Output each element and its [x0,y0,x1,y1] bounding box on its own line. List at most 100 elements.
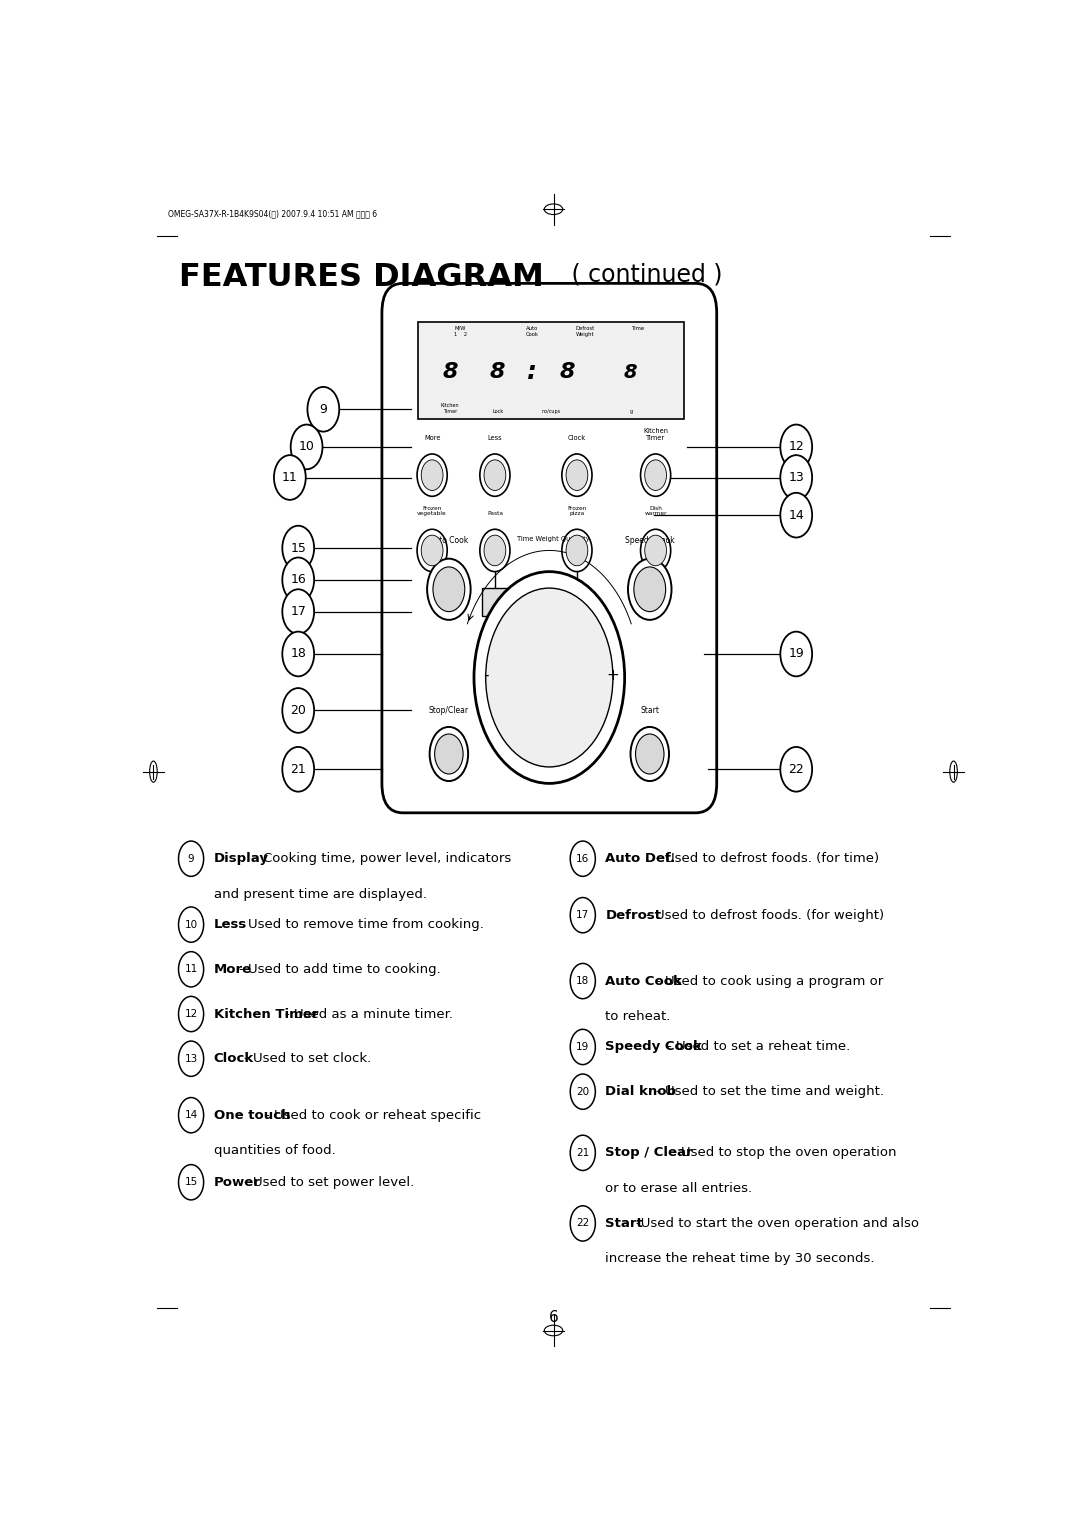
Circle shape [433,567,464,611]
Text: no/cups: no/cups [541,410,561,414]
Text: - Used to add time to cooking.: - Used to add time to cooking. [239,963,441,976]
Circle shape [417,529,447,571]
Text: 10: 10 [299,440,314,454]
FancyBboxPatch shape [382,283,717,813]
Text: Clock: Clock [214,1053,254,1065]
Text: 19: 19 [576,1042,590,1051]
Text: 11: 11 [282,471,298,484]
Circle shape [566,460,588,490]
Text: Less: Less [487,435,502,442]
Text: 12: 12 [788,440,805,454]
Bar [483,588,562,616]
Circle shape [430,727,468,781]
Circle shape [178,840,204,877]
Circle shape [484,535,505,565]
Circle shape [631,727,669,781]
Circle shape [480,454,510,497]
Circle shape [570,1074,595,1109]
Text: Frozen
vegetable: Frozen vegetable [417,506,447,516]
Text: Kitchen Timer: Kitchen Timer [214,1007,319,1021]
Text: Power: Power [570,597,597,607]
Text: 8: 8 [442,362,458,382]
Text: 18: 18 [291,648,306,660]
Text: 14: 14 [788,509,805,521]
Circle shape [627,559,672,620]
Text: Defrost: Defrost [606,909,661,921]
Text: 14: 14 [185,1111,198,1120]
Text: 8: 8 [490,362,505,382]
Text: Power: Power [214,1175,260,1189]
Circle shape [640,454,671,497]
Text: - Used to defrost foods. (for time): - Used to defrost foods. (for time) [657,853,879,865]
Text: - Used to defrost foods. (for weight): - Used to defrost foods. (for weight) [646,909,885,921]
Text: Speedy Cook: Speedy Cook [606,1041,702,1053]
Text: 20: 20 [577,1086,590,1097]
Text: - Used to cook using a program or: - Used to cook using a program or [657,975,883,987]
Text: Auto
Cook: Auto Cook [526,325,539,336]
Circle shape [427,559,471,620]
Text: Start: Start [640,706,659,715]
Circle shape [562,454,592,497]
Text: and present time are displayed.: and present time are displayed. [214,888,427,900]
Circle shape [282,747,314,792]
Circle shape [781,494,812,538]
Circle shape [421,460,443,490]
Text: Kitchen
Timer: Kitchen Timer [441,403,459,414]
Circle shape [486,588,613,767]
Circle shape [570,897,595,932]
Circle shape [178,1097,204,1132]
Circle shape [421,535,443,565]
Circle shape [417,454,447,497]
Text: - Used to set a reheat time.: - Used to set a reheat time. [666,1041,850,1053]
Text: 9: 9 [188,854,194,863]
Text: to reheat.: to reheat. [606,1010,671,1022]
Circle shape [178,1164,204,1199]
Text: - Used as a minute timer.: - Used as a minute timer. [285,1007,454,1021]
Text: 20: 20 [291,704,306,717]
Circle shape [781,425,812,469]
Text: 15: 15 [185,1177,198,1187]
Circle shape [634,567,665,611]
Text: 21: 21 [291,762,306,776]
Text: Clock: Clock [568,435,586,442]
Circle shape [635,733,664,775]
Circle shape [474,571,624,784]
Text: 16: 16 [576,854,590,863]
Circle shape [484,460,505,490]
Text: Pasta: Pasta [487,512,503,516]
Text: 15: 15 [291,541,306,555]
Circle shape [178,952,204,987]
Circle shape [282,590,314,634]
Circle shape [434,733,463,775]
Text: -: - [483,668,488,683]
Text: quantities of food.: quantities of food. [214,1144,336,1157]
Circle shape [570,1030,595,1065]
Text: - Used to set power level.: - Used to set power level. [244,1175,414,1189]
Bar [483,636,562,663]
Text: Lock: Lock [492,410,503,414]
Text: Auto Cook: Auto Cook [606,975,683,987]
Text: - Used to cook or reheat specific: - Used to cook or reheat specific [265,1109,481,1122]
Text: 9: 9 [320,403,327,416]
Text: Less: Less [214,918,247,931]
Circle shape [566,535,588,565]
Text: +: + [607,668,619,683]
Text: Display: Display [214,853,269,865]
Text: 18: 18 [576,976,590,986]
Circle shape [282,558,314,602]
Circle shape [291,425,323,469]
Text: Dial knob: Dial knob [606,1085,676,1099]
Text: OMEG-SA37X-R-1B4K9S04(엹) 2007.9.4 10:51 AM 페이지 6: OMEG-SA37X-R-1B4K9S04(엹) 2007.9.4 10:51 … [168,209,378,219]
Circle shape [570,1135,595,1170]
Text: Kitchen
Timer: Kitchen Timer [643,428,669,442]
Text: 6: 6 [549,1309,558,1325]
Text: 22: 22 [576,1218,590,1229]
Text: - Used to set the time and weight.: - Used to set the time and weight. [657,1085,885,1099]
Circle shape [645,460,666,490]
Text: ( continued ): ( continued ) [564,263,723,286]
Circle shape [570,1206,595,1241]
Text: - Cooking time, power level, indicators: - Cooking time, power level, indicators [254,853,512,865]
Text: More: More [423,435,441,442]
Text: FEATURES DIAGRAM: FEATURES DIAGRAM [178,263,543,293]
Text: Auto Def.: Auto Def. [606,853,676,865]
